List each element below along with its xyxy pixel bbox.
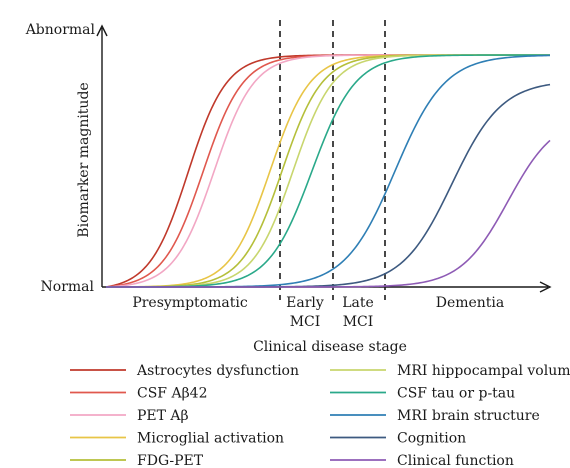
legend-label-6: MRI hippocampal volume [397,363,570,379]
legend-label-8: MRI brain structure [397,408,540,424]
stage-label-late-mci-line2: MCI [343,314,374,330]
stage-label-early-mci-line2: MCI [290,314,321,330]
legend: Astrocytes dysfunction CSF Aβ42 PET Aβ Micr… [70,363,570,468]
stage-label-late-mci-line1: Late [342,295,374,311]
curve-9 [106,83,551,288]
legend-label-1: Astrocytes dysfunction [136,363,299,379]
legend-label-10: Clinical function [397,453,514,468]
y-axis-title: Biomarker magnitude [76,82,92,237]
biomarker-curves [105,54,551,288]
x-axis-title: Clinical disease stage [253,339,407,355]
y-axis-top-label: Abnormal [25,22,96,38]
legend-label-9: Cognition [397,431,466,447]
legend-label-3: PET Aβ [137,408,189,424]
curve-6 [106,54,550,288]
stage-label-dementia: Dementia [436,295,505,311]
legend-label-5: FDG-PET [137,453,204,468]
legend-label-2: CSF Aβ42 [137,386,208,402]
stage-label-early-mci-line1: Early [286,295,324,311]
y-axis-arrow [96,24,108,37]
legend-label-4: Microglial activation [137,431,284,447]
legend-label-7: CSF tau or p-tau [397,386,515,402]
y-axis-bottom-label: Normal [41,279,95,295]
x-axis-arrow [539,281,552,293]
curve-10 [106,139,551,288]
stage-label-presymptomatic: Presymptomatic [132,295,248,311]
